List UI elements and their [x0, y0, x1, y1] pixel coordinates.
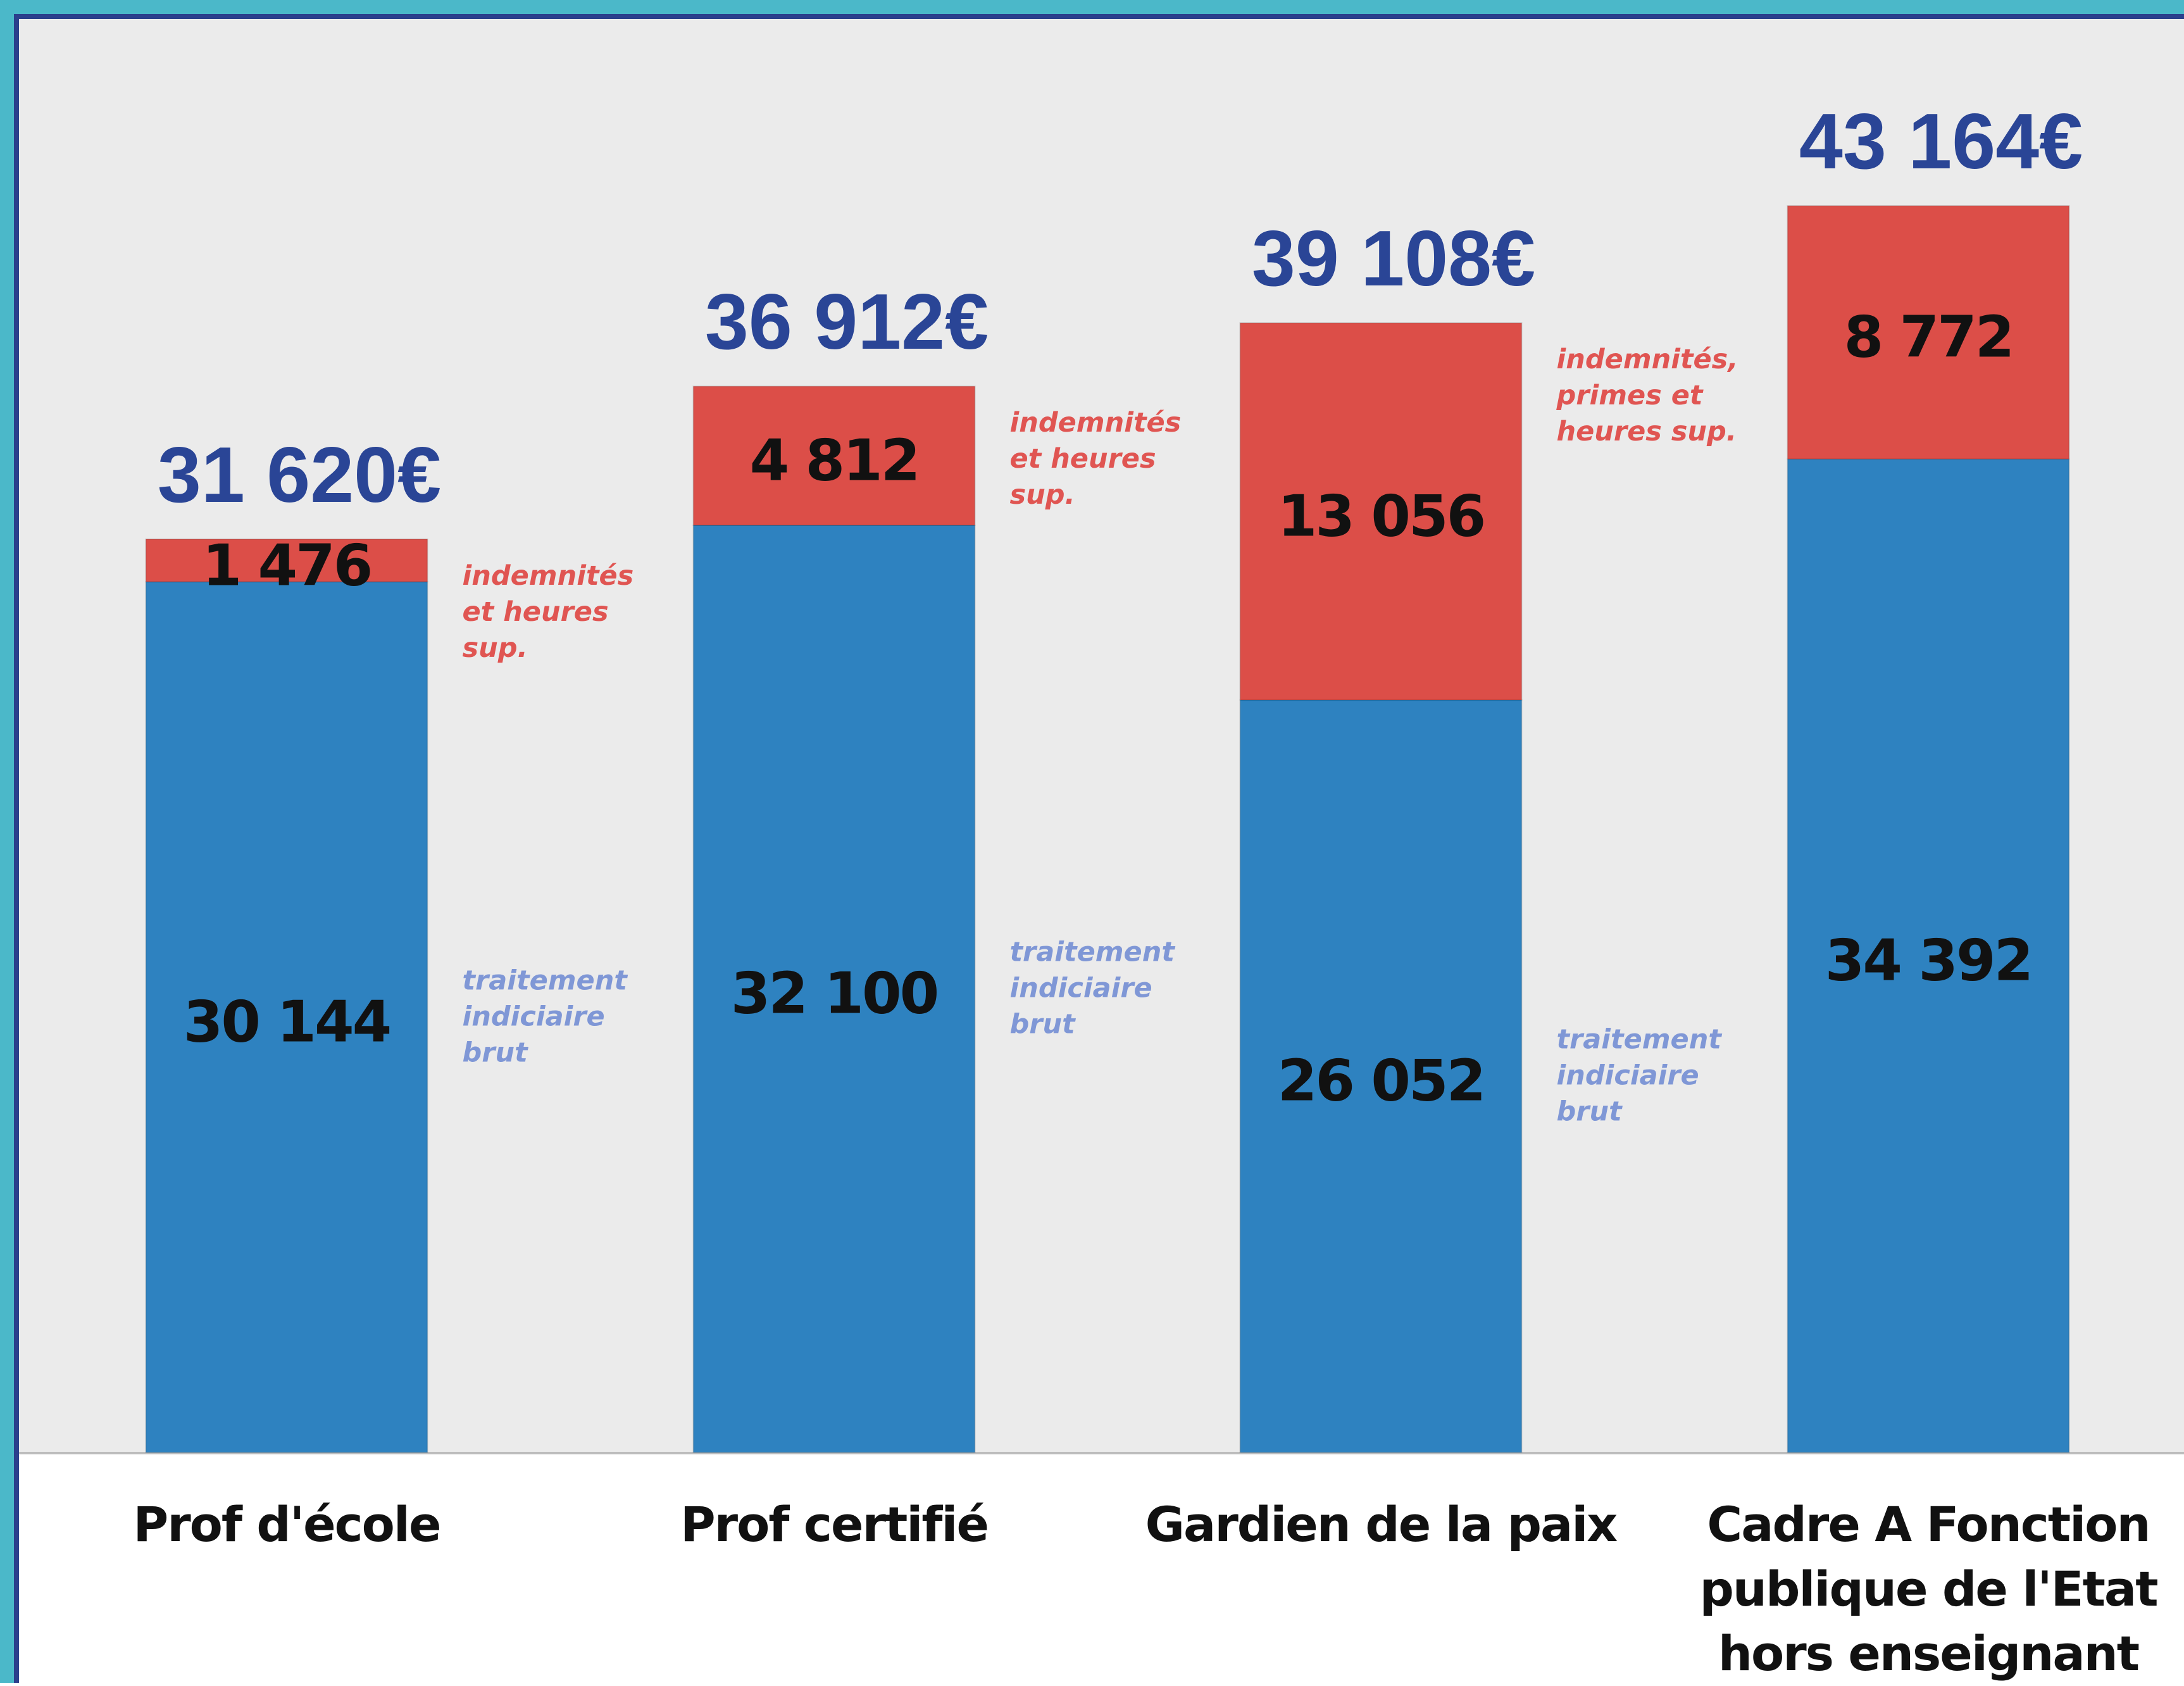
bar-segment: [692, 524, 976, 1453]
annotation: indemnités et heures sup.: [1009, 407, 1182, 511]
x-tick-label: Prof d'école: [133, 1496, 442, 1552]
bar-segment: [1239, 699, 1523, 1453]
annotation: traitement indiciaire brut: [1009, 936, 1175, 1040]
annotation: traitement indiciaire brut: [462, 965, 627, 1069]
value-label: 13 056: [1277, 483, 1486, 550]
value-label: 34 392: [1825, 927, 2033, 994]
bar-segment: [145, 538, 428, 583]
value-label: 8 772: [1844, 304, 2015, 371]
bar-segment: [692, 385, 976, 526]
value-label: 32 100: [730, 960, 939, 1027]
value-label: 30 144: [183, 989, 392, 1056]
total-label: 43 164€: [1799, 97, 2083, 185]
value-label: 26 052: [1277, 1047, 1486, 1115]
x-tick-label: Prof certifié: [680, 1496, 989, 1552]
bar-segment: [145, 581, 428, 1454]
bar-segment: [1787, 204, 2070, 460]
annotation: traitement indiciaire brut: [1556, 1023, 1721, 1128]
bar-segment: [1239, 322, 1523, 701]
bar-segment: [1787, 458, 2070, 1453]
value-label: 4 812: [749, 427, 921, 494]
total-label: 36 912€: [704, 278, 989, 366]
value-label: 1 476: [202, 532, 373, 599]
total-label: 31 620€: [157, 431, 442, 519]
x-tick-label: Gardien de la paix: [1145, 1496, 1618, 1552]
annotation: indemnités et heures sup.: [462, 559, 634, 664]
x-tick-label: Cadre A Fonction publique de l'Etat hors…: [1699, 1496, 2158, 1682]
annotation: indemnités, primes et heures sup.: [1556, 344, 1738, 448]
total-label: 39 108€: [1251, 215, 1536, 303]
